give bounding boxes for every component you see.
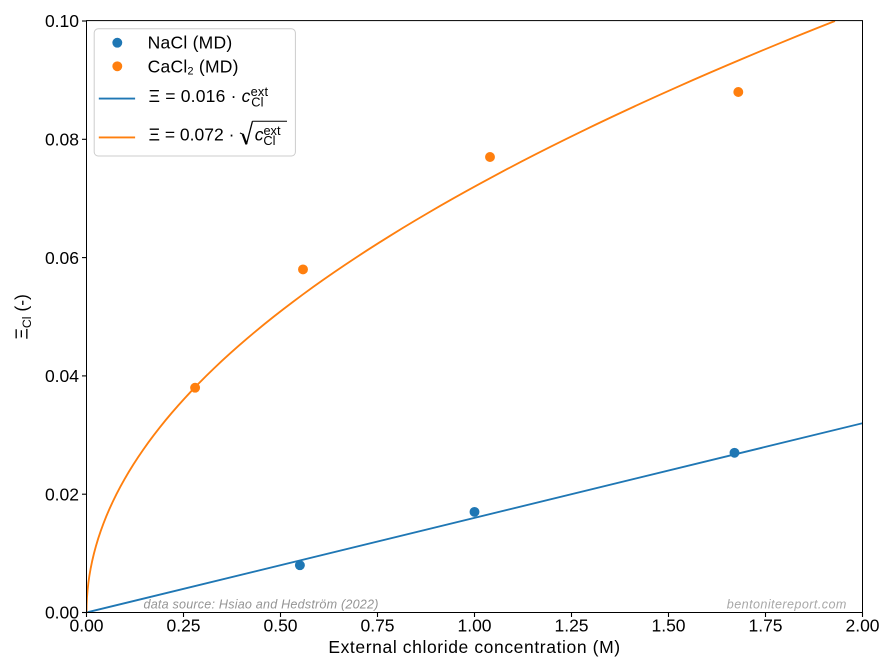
- svg-text:1.75: 1.75: [748, 616, 782, 636]
- svg-text:2.00: 2.00: [845, 616, 879, 636]
- svg-text:0.08: 0.08: [45, 130, 79, 150]
- svg-text:0.75: 0.75: [360, 616, 394, 636]
- svg-text:0.04: 0.04: [45, 366, 79, 386]
- svg-text:CaCl2 (MD): CaCl2 (MD): [148, 56, 239, 77]
- svg-text:External chloride concentratio: External chloride concentration (M): [328, 637, 620, 657]
- svg-text:0.25: 0.25: [166, 616, 200, 636]
- svg-text:0.50: 0.50: [263, 616, 297, 636]
- svg-text:1.00: 1.00: [457, 616, 491, 636]
- svg-text:0.00: 0.00: [69, 616, 103, 636]
- svg-text:data source: Hsiao and Hedströ: data source: Hsiao and Hedström (2022): [144, 598, 379, 612]
- svg-text:1.50: 1.50: [651, 616, 685, 636]
- svg-text:0.10: 0.10: [45, 11, 79, 31]
- svg-text:NaCl (MD): NaCl (MD): [148, 33, 233, 53]
- svg-text:0.00: 0.00: [45, 603, 79, 623]
- svg-text:0.06: 0.06: [45, 248, 79, 268]
- svg-text:1.25: 1.25: [554, 616, 588, 636]
- svg-text:Ξ = 0.072 ·: Ξ = 0.072 ·: [149, 125, 235, 145]
- svg-text:0.02: 0.02: [45, 484, 79, 504]
- svg-text:bentonitereport.com: bentonitereport.com: [727, 598, 847, 612]
- svg-text:ΞCl (-): ΞCl (-): [12, 294, 35, 339]
